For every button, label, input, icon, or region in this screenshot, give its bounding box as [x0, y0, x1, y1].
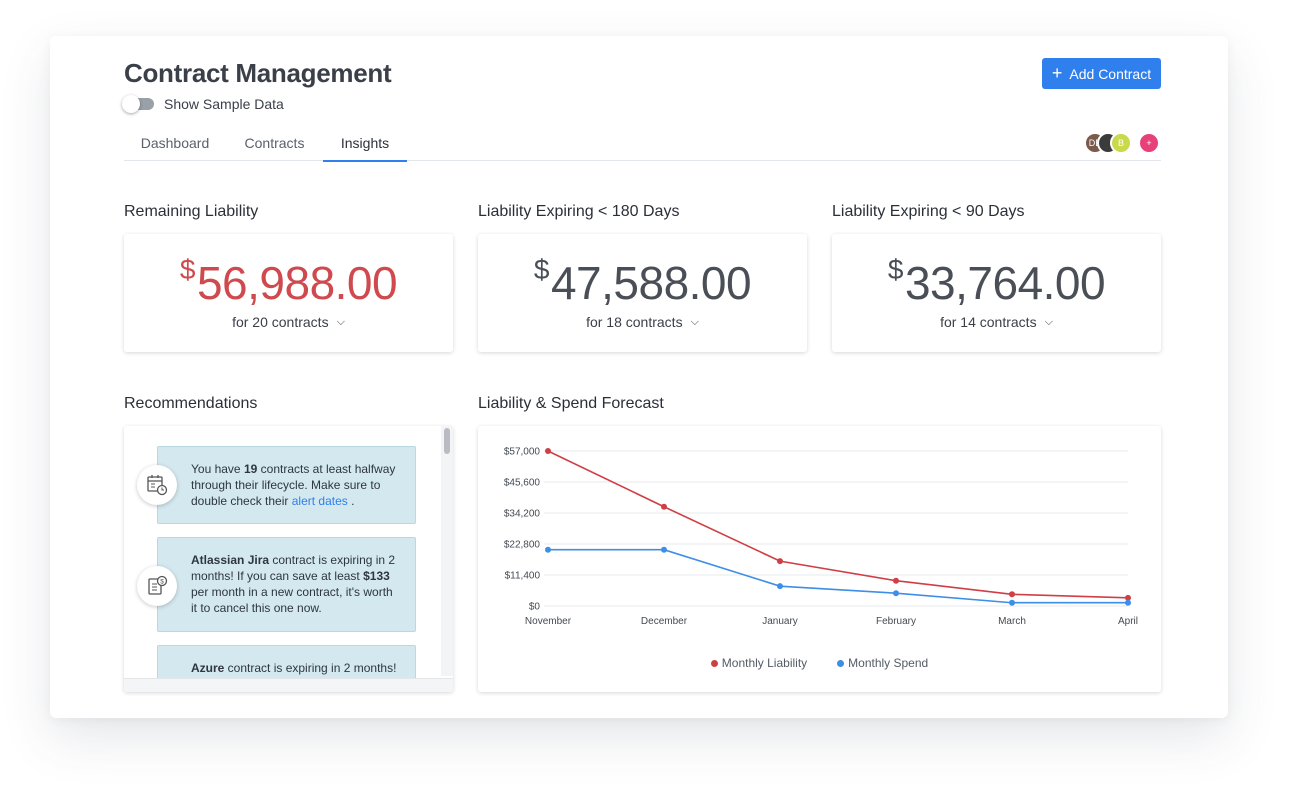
- y-tick-label: $0: [529, 602, 541, 613]
- chart-legend: Monthly Liability Monthly Spend: [478, 656, 1161, 670]
- y-tick-label: $45,600: [504, 478, 541, 489]
- series-line: [548, 548, 1128, 604]
- recommendations-panel: You have 19 contracts at least halfway t…: [124, 426, 453, 692]
- tab-insights[interactable]: Insights: [323, 124, 407, 162]
- vertical-scrollbar[interactable]: [441, 426, 453, 676]
- chevron-down-icon[interactable]: ⌵: [690, 315, 699, 328]
- legend-dot: [710, 660, 718, 667]
- kpi-value: $56,988.00: [179, 254, 398, 309]
- legend-label: Monthly Liability: [721, 656, 808, 670]
- add-contract-button[interactable]: + Add Contract: [1042, 58, 1161, 89]
- y-tick-label: $57,000: [504, 447, 541, 458]
- sample-data-toggle-row: Show Sample Data: [122, 95, 284, 113]
- legend-item[interactable]: Monthly Liability: [710, 656, 808, 670]
- recommendations-title: Recommendations: [124, 395, 258, 412]
- kpi-card-remaining-liability: $56,988.00 for 20 contracts ⌵: [124, 234, 453, 352]
- legend-dot: [837, 660, 845, 667]
- data-point: [661, 503, 667, 510]
- forecast-title: Liability & Spend Forecast: [478, 395, 664, 412]
- data-point: [777, 583, 783, 590]
- kpi-value: $33,764.00: [887, 254, 1106, 309]
- kpi-subtitle: for 20 contracts ⌵: [232, 314, 345, 330]
- kpi-subtitle: for 14 contracts ⌵: [940, 314, 1053, 330]
- y-tick-label: $11,400: [505, 571, 541, 582]
- legend-item[interactable]: Monthly Spend: [837, 656, 928, 670]
- data-point: [661, 546, 667, 553]
- kpi-title: Liability Expiring < 180 Days: [478, 203, 680, 220]
- data-point: [1009, 591, 1015, 598]
- data-point: [893, 577, 899, 584]
- tab-contracts[interactable]: Contracts: [244, 134, 305, 151]
- x-tick-label: April: [1118, 616, 1138, 627]
- add-contract-label: Add Contract: [1069, 65, 1152, 82]
- kpi-title: Liability Expiring < 90 Days: [832, 203, 1025, 220]
- data-point: [1125, 594, 1131, 601]
- x-tick-label: November: [525, 616, 572, 627]
- alert-dates-link[interactable]: alert dates: [291, 494, 348, 508]
- sample-data-label: Show Sample Data: [164, 96, 284, 112]
- add-member-avatar[interactable]: +: [1138, 132, 1160, 154]
- plus-icon: +: [1051, 62, 1063, 83]
- calendar-clock-icon: [137, 465, 177, 505]
- invoice-dollar-icon: $: [137, 566, 177, 606]
- x-tick-label: January: [762, 616, 798, 627]
- toggle-knob: [122, 95, 140, 113]
- data-point: [545, 448, 551, 454]
- chevron-down-icon[interactable]: ⌵: [336, 315, 345, 328]
- scrollbar-thumb[interactable]: [444, 428, 450, 454]
- kpi-card-expiring-180: $47,588.00 for 18 contracts ⌵: [478, 234, 807, 352]
- kpi-card-expiring-90: $33,764.00 for 14 contracts ⌵: [832, 234, 1161, 352]
- series-line: [547, 450, 1129, 599]
- data-point: [1009, 599, 1015, 606]
- data-point: [777, 558, 783, 565]
- avatar[interactable]: B: [1110, 132, 1132, 154]
- kpi-title: Remaining Liability: [124, 203, 259, 220]
- data-point: [893, 590, 899, 597]
- data-point: [1125, 599, 1131, 606]
- forecast-chart: $0 $11,400 $22,800 $34,200 $45,600 $57,000 Nov…: [504, 447, 1138, 628]
- y-tick-label: $34,200: [504, 509, 541, 520]
- avatar-group: DB B +: [1084, 132, 1164, 154]
- page-title: Contract Management: [124, 58, 392, 88]
- recommendation-item: Atlassian Jira contract is expiring in 2…: [157, 537, 416, 632]
- x-tick-label: December: [641, 616, 688, 627]
- horizontal-scrollbar[interactable]: [124, 678, 453, 692]
- kpi-subtitle: for 18 contracts ⌵: [586, 314, 699, 330]
- chevron-down-icon[interactable]: ⌵: [1044, 315, 1053, 328]
- kpi-value: $47,588.00: [533, 254, 752, 309]
- recommendation-item: You have 19 contracts at least halfway t…: [157, 446, 416, 524]
- data-point: [545, 546, 551, 553]
- sample-data-toggle[interactable]: [122, 95, 154, 113]
- tab-bar: Dashboard Contracts Insights: [124, 124, 1161, 162]
- tab-dashboard[interactable]: Dashboard: [140, 134, 210, 151]
- legend-label: Monthly Spend: [848, 656, 929, 670]
- svg-text:$: $: [160, 579, 164, 586]
- x-tick-label: February: [876, 616, 916, 627]
- x-tick-label: March: [998, 616, 1026, 627]
- y-tick-label: $22,800: [504, 540, 541, 551]
- forecast-chart-card: $0 $11,400 $22,800 $34,200 $45,600 $57,000 Nov…: [478, 426, 1161, 692]
- app-window: Contract Management Show Sample Data + A…: [50, 36, 1228, 718]
